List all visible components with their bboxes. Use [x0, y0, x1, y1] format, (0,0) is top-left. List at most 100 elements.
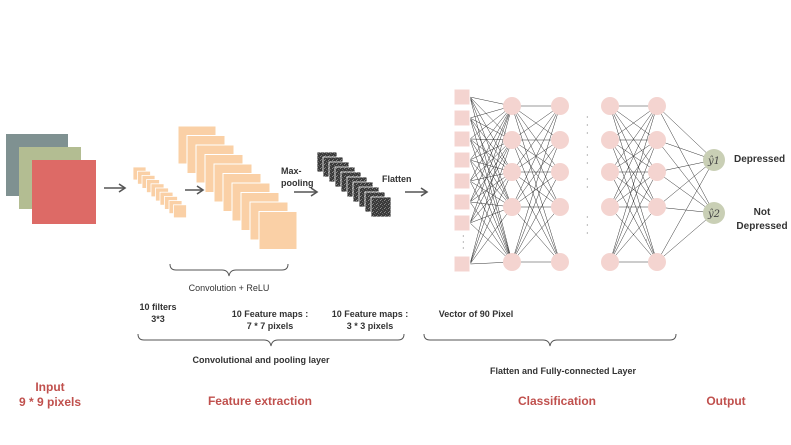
- connection-line: [469, 138, 513, 208]
- neuron-4-1: [648, 97, 666, 115]
- connection-line: [469, 105, 513, 203]
- connection-line: [469, 201, 513, 263]
- neuron-4-2: [648, 131, 666, 149]
- connection-line: [656, 171, 715, 214]
- filter-stack: [132, 166, 187, 219]
- output-label-not: Not: [754, 207, 771, 218]
- neuron-2-2: [551, 131, 569, 149]
- connection-line: [469, 139, 513, 224]
- output-label-not-depressed: Depressed: [736, 221, 787, 232]
- feature-maps-7-label: 10 Feature maps :: [232, 309, 309, 319]
- arrow-right-icon: [104, 183, 127, 193]
- connection-line: [469, 171, 513, 224]
- flatten-vector: [453, 88, 471, 273]
- neuron-1-5: [503, 253, 521, 271]
- fc-connections: [469, 96, 715, 265]
- connection-line: [609, 105, 658, 208]
- neuron-3-3: [601, 163, 619, 181]
- pooled-map-stack: [316, 151, 392, 218]
- connection-line: [469, 105, 513, 224]
- neuron-2-3: [551, 163, 569, 181]
- input-section-title: Input: [35, 380, 64, 394]
- neuron-4-5: [648, 253, 666, 271]
- connection-line: [469, 159, 513, 208]
- connection-line: [511, 206, 561, 263]
- connection-line: [469, 105, 513, 161]
- vector-cell-7: [453, 214, 471, 232]
- svg-text:·: ·: [586, 183, 589, 192]
- connection-line: [656, 159, 715, 208]
- svg-text:·: ·: [586, 159, 589, 168]
- connection-line: [469, 117, 513, 208]
- vector-cell-1: [453, 88, 471, 106]
- feature-maps-7-size: 7 * 7 pixels: [247, 321, 294, 331]
- connection-line: [656, 159, 715, 263]
- input-channel-3: [32, 160, 96, 224]
- connection-line: [609, 139, 658, 263]
- vector-cell-5: [453, 172, 471, 190]
- output-section-title: Output: [706, 394, 745, 408]
- connection-line: [469, 117, 513, 263]
- classification-title: Classification: [518, 394, 596, 408]
- feature-map-stack: [177, 125, 298, 250]
- flatten-fc-layer-label: Flatten and Fully-connected Layer: [490, 366, 637, 376]
- vector-cell-2: [453, 109, 471, 127]
- convolution-relu-label: Convolution + ReLU: [189, 283, 270, 293]
- connection-line: [609, 105, 658, 173]
- connection-line: [656, 105, 715, 214]
- connection-line: [656, 139, 715, 214]
- vector-label: Vector of 90 Pixel: [439, 309, 514, 319]
- output-neuron-y1: ŷ1: [703, 149, 725, 171]
- y1-symbol: ŷ1: [707, 156, 720, 167]
- svg-text:·: ·: [462, 238, 465, 247]
- svg-text:·: ·: [586, 143, 589, 152]
- neuron-2-5: [551, 253, 569, 271]
- svg-text:·: ·: [586, 213, 589, 222]
- y2-symbol: ŷ2: [707, 209, 720, 220]
- max-pooling-label-2: pooling: [281, 178, 314, 188]
- arrow-right-icon: [185, 185, 205, 195]
- arrow-right-icon: [294, 187, 319, 197]
- neuron-1-3: [503, 163, 521, 181]
- input-image-stack: [6, 134, 96, 224]
- connection-line: [469, 96, 513, 173]
- svg-text:·: ·: [586, 151, 589, 160]
- flatten-label: Flatten: [382, 174, 412, 184]
- connection-line: [609, 105, 658, 141]
- neuron-1-1: [503, 97, 521, 115]
- connection-line: [469, 206, 513, 265]
- svg-text:·: ·: [586, 121, 589, 130]
- neuron-2-4: [551, 198, 569, 216]
- brace-icon: [137, 333, 405, 347]
- neuron-3-5: [601, 253, 619, 271]
- neuron-2-1: [551, 97, 569, 115]
- svg-text:·: ·: [586, 229, 589, 238]
- feature-extraction-title: Feature extraction: [208, 394, 312, 408]
- connection-line: [609, 206, 658, 263]
- connection-line: [469, 96, 513, 263]
- connection-line: [469, 159, 513, 263]
- feature-map-10: [258, 211, 298, 250]
- connection-line: [469, 96, 513, 208]
- svg-text:·: ·: [645, 236, 648, 245]
- output-label-depressed: Depressed: [734, 154, 785, 165]
- input-section-size: 9 * 9 pixels: [19, 395, 81, 409]
- connection-line: [469, 105, 513, 182]
- filters-label: 10 filters: [139, 302, 176, 312]
- connection-line: [469, 171, 513, 265]
- connection-line: [656, 105, 715, 161]
- connection-line: [511, 171, 561, 263]
- brace-icon: [169, 263, 289, 277]
- vector-cell-8: [453, 255, 471, 273]
- feature-maps-3-size: 3 * 3 pixels: [347, 321, 394, 331]
- connection-line: [609, 105, 658, 263]
- ellipsis-dots: ··· ··· ··· ·· ··· ·: [462, 113, 648, 253]
- neuron-1-2: [503, 131, 521, 149]
- brace-icon: [423, 333, 677, 347]
- connection-line: [511, 105, 561, 263]
- conv-pool-layer-label: Convolutional and pooling layer: [192, 355, 330, 365]
- svg-text:·: ·: [586, 175, 589, 184]
- output-neuron-y2: ŷ2: [703, 202, 725, 224]
- connection-line: [469, 222, 513, 263]
- connection-line: [469, 138, 513, 263]
